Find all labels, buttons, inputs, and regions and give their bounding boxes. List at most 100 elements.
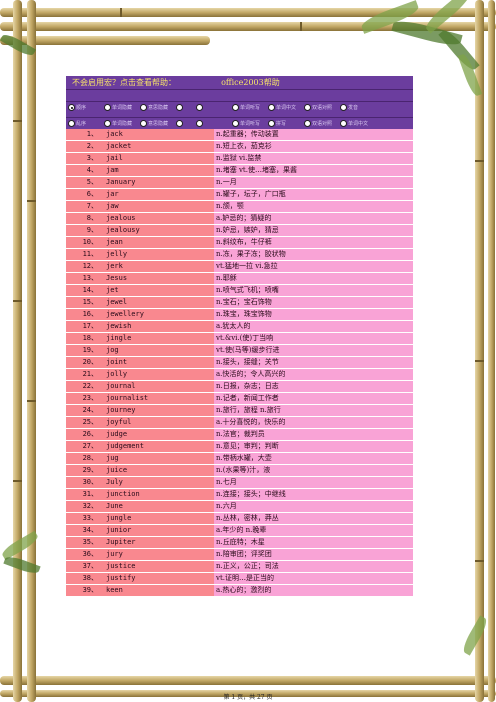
radio-button-icon[interactable]: [176, 120, 183, 127]
word-english: journey: [104, 404, 214, 417]
word-number: 31、: [66, 488, 104, 501]
word-number: 36、: [66, 548, 104, 561]
mode-option[interactable]: 单词隐藏: [104, 104, 140, 111]
word-number: 2、: [66, 140, 104, 153]
word-number: 26、: [66, 428, 104, 441]
mode-option[interactable]: 双语对照: [304, 104, 340, 111]
word-english: jelly: [104, 248, 214, 261]
word-number: 35、: [66, 536, 104, 549]
word-row: 37、 justice n.正义，公正；司法: [66, 560, 413, 573]
word-number: 33、: [66, 512, 104, 525]
word-definition: n.颌，颚: [214, 200, 413, 213]
mode-option[interactable]: 单词中文: [340, 120, 376, 127]
word-definition: n.一月: [214, 176, 413, 189]
radio-button-icon[interactable]: [340, 104, 347, 111]
word-definition: n.罐子，坛子，广口瓶: [214, 188, 413, 201]
mode-option[interactable]: 乱序: [68, 120, 104, 127]
radio-button-icon[interactable]: [104, 104, 111, 111]
word-english: justify: [104, 572, 214, 585]
word-english: jury: [104, 548, 214, 561]
word-number: 9、: [66, 224, 104, 237]
mode-option[interactable]: 意思隐藏: [140, 104, 176, 111]
mode-option-label: 乱序: [76, 121, 87, 127]
word-number: 4、: [66, 164, 104, 177]
mode-option[interactable]: 发音: [340, 104, 376, 111]
mode-option[interactable]: [176, 104, 196, 111]
word-definition: n.起重器；传动装置: [214, 129, 413, 141]
radio-button-icon[interactable]: [140, 104, 147, 111]
mode-option[interactable]: [196, 104, 232, 111]
word-english: jealous: [104, 212, 214, 225]
word-english: jog: [104, 344, 214, 357]
word-definition: n.日报，杂志；日志: [214, 380, 413, 393]
word-row: 39、 keen a.热心的；激烈的: [66, 584, 413, 597]
word-number: 12、: [66, 260, 104, 273]
mode-option[interactable]: 单词听写: [232, 104, 268, 111]
word-definition: n.记者，新闻工作者: [214, 392, 413, 405]
mode-options-row-2: 乱序 单词隐藏 意思隐藏 单词听写 拼写 双语对照 单词中文: [66, 117, 413, 129]
mode-option-label: 单词隐藏: [112, 105, 133, 111]
radio-button-icon[interactable]: [268, 120, 275, 127]
word-english: Jupiter: [104, 536, 214, 549]
header-spacer-small: [66, 113, 413, 117]
word-definition: n.宝石；宝石饰物: [214, 296, 413, 309]
radio-button-icon[interactable]: [104, 120, 111, 127]
mode-option[interactable]: 顺序: [68, 104, 104, 111]
word-definition: n.喷气式飞机；喷嘴: [214, 284, 413, 297]
word-english: July: [104, 476, 214, 489]
mode-option-label: 发音: [348, 105, 359, 111]
radio-button-icon[interactable]: [68, 104, 75, 111]
word-definition: n.意见；审判；判断: [214, 440, 413, 453]
word-english: judgement: [104, 440, 214, 453]
radio-button-icon[interactable]: [196, 104, 203, 111]
word-number: 23、: [66, 392, 104, 405]
word-number: 39、: [66, 584, 104, 597]
word-definition: a.妒忌的；猜疑的: [214, 212, 413, 225]
word-row: 36、 jury n.陪审团；评奖团: [66, 548, 413, 561]
word-row: 2、 jacket n.短上衣，茄克衫: [66, 140, 413, 153]
mode-option[interactable]: [196, 120, 232, 127]
word-row: 6、 jar n.罐子，坛子，广口瓶: [66, 188, 413, 201]
office2003-help-link[interactable]: office2003帮助: [221, 78, 280, 87]
radio-button-icon[interactable]: [304, 120, 311, 127]
radio-button-icon[interactable]: [268, 104, 275, 111]
mode-option[interactable]: 拼写: [268, 120, 304, 127]
mode-option[interactable]: 单词隐藏: [104, 120, 140, 127]
word-number: 37、: [66, 560, 104, 573]
word-number: 28、: [66, 452, 104, 465]
word-row: 25、 joyful a.十分喜悦的，快乐的: [66, 416, 413, 429]
word-row: 26、 judge n.法官；裁判员: [66, 428, 413, 441]
radio-button-icon[interactable]: [232, 104, 239, 111]
word-english: jewel: [104, 296, 214, 309]
word-number: 5、: [66, 176, 104, 189]
mode-option[interactable]: 单词听写: [232, 120, 268, 127]
word-definition: n.连接；接头；中继线: [214, 488, 413, 501]
radio-button-icon[interactable]: [304, 104, 311, 111]
word-row: 7、 jaw n.颌，颚: [66, 200, 413, 213]
word-row: 13、 Jesus n.耶稣: [66, 272, 413, 285]
word-definition: n.珠宝，珠宝饰物: [214, 308, 413, 321]
word-english: jacket: [104, 140, 214, 153]
radio-button-icon[interactable]: [196, 120, 203, 127]
word-english: jingle: [104, 332, 214, 345]
mode-option[interactable]: 单词中文: [268, 104, 304, 111]
word-english: justice: [104, 560, 214, 573]
radio-button-icon[interactable]: [140, 120, 147, 127]
word-definition: n.妒忌，嫉妒，猜忌: [214, 224, 413, 237]
word-number: 17、: [66, 320, 104, 333]
radio-button-icon[interactable]: [232, 120, 239, 127]
mode-option[interactable]: 双语对照: [304, 120, 340, 127]
header-spacer: [66, 89, 413, 101]
word-number: 34、: [66, 524, 104, 537]
word-list-table: 1、 jack n.起重器；传动装置 2、 jacket n.短上衣，茄克衫 3、 jail n…: [66, 129, 413, 597]
word-number: 27、: [66, 440, 104, 453]
word-row: 29、 juice n.(水果等)汁，液: [66, 464, 413, 477]
word-english: jealousy: [104, 224, 214, 237]
radio-button-icon[interactable]: [340, 120, 347, 127]
radio-button-icon[interactable]: [68, 120, 75, 127]
mode-option[interactable]: 意思隐藏: [140, 120, 176, 127]
word-number: 24、: [66, 404, 104, 417]
mode-option[interactable]: [176, 120, 196, 127]
radio-button-icon[interactable]: [176, 104, 183, 111]
mode-option-label: 拼写: [276, 121, 287, 127]
